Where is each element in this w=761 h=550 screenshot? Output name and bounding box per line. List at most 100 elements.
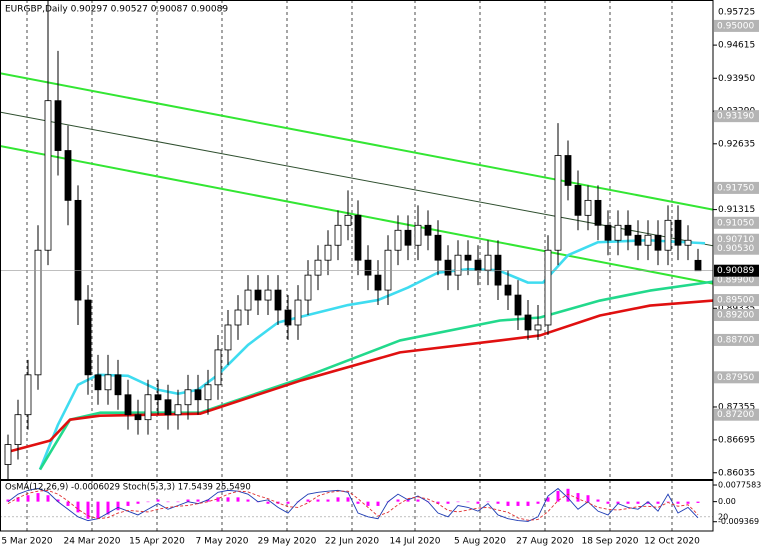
osma-bar: [416, 499, 420, 502]
level-label: 0.89500: [717, 296, 754, 306]
osma-bar: [126, 501, 130, 506]
candle-body: [464, 254, 472, 261]
osma-bar: [66, 501, 70, 506]
x-tick-label: 15 Apr 2020: [129, 537, 185, 547]
y-tick-label: 0.93950: [718, 74, 755, 84]
x-tick-label: 24 Mar 2020: [63, 537, 120, 547]
moving-average: [4, 299, 713, 454]
osma-bar: [436, 501, 440, 504]
osma-bar: [476, 501, 480, 504]
osma-bar: [626, 501, 630, 504]
osma-bar: [106, 501, 110, 515]
osma-bar: [346, 497, 350, 502]
osma-bar: [696, 501, 700, 503]
osma-bar: [586, 495, 590, 502]
candle-body: [144, 394, 152, 421]
candle-body: [694, 259, 702, 272]
x-tick-label: 27 Aug 2020: [516, 537, 574, 547]
osma-bar: [536, 501, 540, 504]
osma-bar: [676, 501, 680, 504]
osma-bar: [6, 499, 10, 502]
candle-body: [364, 259, 372, 276]
trendline: [0, 145, 713, 285]
osma-bar: [616, 501, 620, 504]
osma-bar: [606, 501, 610, 504]
level-label: 0.87200: [717, 410, 754, 420]
x-tick-label: 5 Mar 2020: [1, 537, 53, 547]
candle-body: [74, 199, 82, 301]
candle-body: [4, 444, 12, 465]
candle-body: [624, 224, 632, 236]
candle-body: [684, 239, 692, 246]
candle-body: [84, 299, 92, 376]
level-label: 0.93190: [717, 112, 754, 122]
osma-bar: [266, 501, 270, 504]
osma-bar: [246, 499, 250, 502]
osma-bar: [306, 499, 310, 502]
candle-body: [414, 224, 422, 246]
osma-bar: [26, 495, 30, 502]
y-tick-label: 0.00: [718, 497, 736, 506]
osma-bar: [206, 499, 210, 502]
osma-bar: [226, 497, 230, 502]
candle-body: [394, 229, 402, 251]
osma-bar: [146, 501, 150, 503]
x-tick-label: 22 Jun 2020: [325, 537, 379, 547]
osma-bar: [636, 501, 640, 504]
osma-bar: [286, 501, 290, 504]
osma-bar: [16, 497, 20, 502]
osma-bar: [396, 499, 400, 502]
osma-bar: [486, 501, 490, 503]
candle-body: [154, 394, 162, 401]
osma-bar: [496, 501, 500, 504]
osma-bar: [376, 501, 380, 506]
osma-bar: [116, 501, 120, 511]
candle-body: [334, 224, 342, 246]
candle-body: [284, 309, 292, 326]
candle-body: [194, 389, 202, 401]
candle-body: [184, 389, 192, 406]
candle-body: [14, 414, 22, 446]
indicator-frame: [0, 480, 714, 532]
y-tick-label: 0.92635: [718, 139, 755, 149]
osma-bar: [646, 501, 650, 504]
y-tick-label: 0.0077583: [718, 481, 761, 490]
candle-body: [514, 294, 522, 316]
candle-body: [244, 289, 252, 311]
candle-body: [544, 249, 552, 326]
osma-bar: [656, 501, 660, 504]
x-tick-label: 5 Aug 2020: [454, 537, 506, 547]
osma-bar: [556, 490, 560, 502]
osma-bar: [686, 501, 690, 504]
level-box: [714, 110, 759, 123]
osma-bar: [596, 499, 600, 502]
level-box: [714, 408, 759, 421]
y-tick-label: 0.87355: [718, 402, 755, 412]
candle-body: [324, 244, 332, 261]
osma-bar: [186, 499, 190, 502]
current-price-label: 0.90089: [717, 266, 754, 276]
y-tick-label: -0.009369: [718, 517, 759, 526]
candle-body: [444, 259, 452, 276]
candle-body: [604, 224, 612, 241]
level-label: 0.89900: [717, 276, 754, 286]
level-box: [714, 371, 759, 384]
symbol-header: EURGBP,Daily 0.90297 0.90527 0.90087 0.9…: [5, 5, 228, 15]
osma-bar: [666, 501, 670, 503]
candle-body: [314, 259, 322, 276]
price-frame: [0, 0, 714, 480]
osma-bar: [526, 501, 530, 506]
stoch-level-label: 20: [718, 512, 728, 521]
candle-body: [384, 249, 392, 291]
level-label: 0.91750: [717, 183, 754, 193]
osma-bar: [136, 501, 140, 504]
level-box: [714, 294, 759, 307]
level-label: 0.87950: [717, 373, 754, 383]
candle-body: [494, 254, 502, 286]
candle-body: [454, 254, 462, 276]
osma-bar: [216, 497, 220, 502]
level-label: 0.90530: [717, 244, 754, 254]
osma-bar: [506, 501, 510, 506]
osma-bar: [86, 501, 90, 519]
